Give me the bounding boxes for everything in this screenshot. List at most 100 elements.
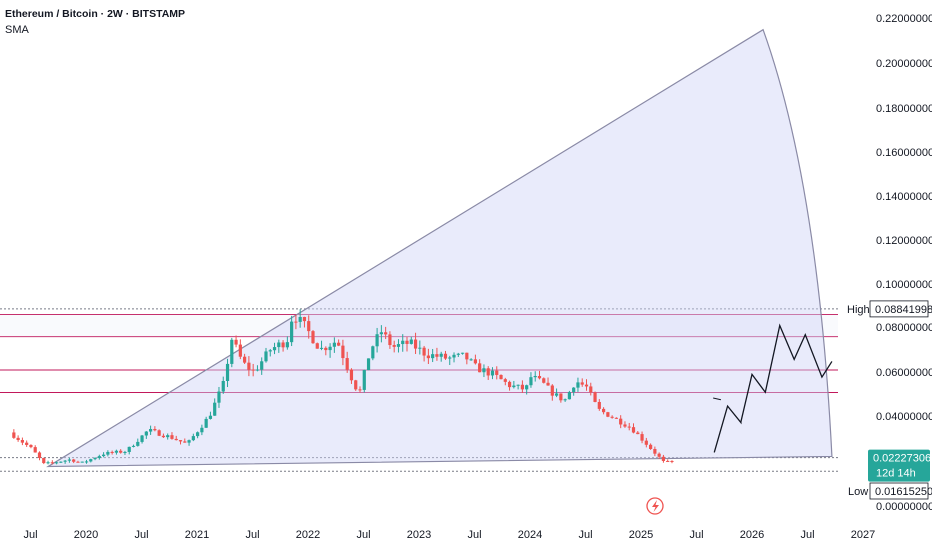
candle-54 [243, 353, 247, 365]
candle-body [37, 452, 42, 458]
candle-body [54, 462, 59, 464]
candle-body [465, 352, 469, 360]
candle-64 [285, 336, 289, 350]
candle-0 [12, 429, 16, 439]
candle-body [469, 359, 473, 361]
candle-110 [482, 364, 486, 378]
candle-body [614, 417, 619, 419]
candle-63 [281, 340, 285, 352]
candle-22 [106, 450, 110, 457]
candle-body [50, 462, 54, 464]
candle-43 [196, 431, 200, 439]
candle-body [191, 436, 195, 441]
candle-135 [589, 382, 593, 396]
candle-body [328, 346, 332, 351]
candle-body [584, 384, 589, 387]
candle-body [101, 454, 106, 457]
candle-body [153, 428, 157, 431]
candle-body [119, 450, 123, 453]
candle-67 [298, 309, 302, 328]
chart-symbol-title: Ethereum / Bitcoin · 2W · BITSTAMP [5, 8, 186, 20]
candle-body [12, 432, 16, 438]
candle-body [349, 369, 354, 381]
candle-152 [661, 454, 666, 463]
x-tick-label-8: Jul [467, 529, 481, 541]
last-price-box [868, 449, 930, 482]
projection-tick [713, 397, 722, 401]
candle-130 [567, 390, 572, 400]
candle-body [345, 358, 349, 370]
candle-70 [311, 330, 315, 344]
candle-15 [76, 460, 80, 463]
candle-137 [597, 399, 601, 411]
candle-body [290, 321, 294, 343]
candle-86 [379, 325, 383, 343]
candle-body [490, 370, 495, 376]
candle-body [593, 392, 597, 402]
candle-92 [405, 336, 409, 352]
candle-body [272, 347, 277, 351]
candle-11 [59, 461, 63, 464]
candle-body [277, 342, 281, 348]
candle-body [516, 384, 520, 386]
candle-118 [516, 384, 520, 390]
candle-144 [627, 422, 631, 431]
candle-18 [89, 458, 93, 463]
candle-body [123, 451, 127, 453]
time-axis: Jul 2020 Jul 2021 Jul 2022 Jul 2023 Jul 2024 Jul 20… [23, 529, 875, 541]
candle-42 [191, 433, 195, 442]
candle-body [225, 363, 230, 382]
candle-body [76, 461, 80, 463]
alert-icon[interactable] [646, 497, 664, 515]
candle-121 [529, 372, 533, 388]
x-tick-label-5: 2022 [296, 529, 320, 541]
candle-88 [388, 331, 392, 349]
candle-153 [666, 459, 670, 462]
candle-body [601, 408, 606, 413]
candle-21 [101, 452, 106, 458]
candle-57 [255, 365, 260, 372]
candle-body [183, 441, 187, 443]
candle-100 [439, 351, 443, 362]
countdown: 12d 14h [876, 468, 916, 480]
candles [12, 309, 674, 465]
candle-143 [623, 421, 627, 428]
candle-body [640, 434, 644, 441]
candle-body [72, 459, 76, 462]
candle-body [529, 377, 533, 386]
candle-body [559, 393, 563, 401]
candle-body [178, 440, 183, 442]
candle-114 [499, 374, 503, 380]
candle-154 [670, 460, 674, 464]
candle-body [157, 430, 161, 436]
candle-148 [644, 437, 648, 448]
candle-body [97, 456, 101, 459]
candle-body [127, 446, 131, 452]
candle-62 [277, 339, 281, 353]
candle-body [114, 450, 119, 453]
candle-10 [54, 461, 59, 465]
candle-16 [80, 461, 84, 463]
candle-29 [136, 438, 140, 447]
candle-83 [366, 358, 371, 371]
candle-150 [653, 446, 657, 457]
candle-32 [149, 425, 153, 435]
candle-body [589, 386, 593, 393]
candle-106 [465, 352, 469, 365]
candle-body [401, 340, 405, 345]
candle-119 [520, 380, 524, 394]
candle-115 [503, 377, 507, 386]
candle-39 [178, 440, 183, 445]
candle-body [238, 344, 242, 357]
candle-138 [601, 407, 606, 415]
candle-body [379, 332, 383, 335]
candle-3 [25, 440, 29, 447]
candle-body [106, 451, 110, 455]
candle-30 [140, 434, 144, 444]
candle-body [396, 344, 401, 347]
candle-60 [268, 348, 272, 357]
candle-140 [610, 415, 614, 419]
candle-body [366, 358, 371, 371]
candle-141 [614, 417, 619, 419]
